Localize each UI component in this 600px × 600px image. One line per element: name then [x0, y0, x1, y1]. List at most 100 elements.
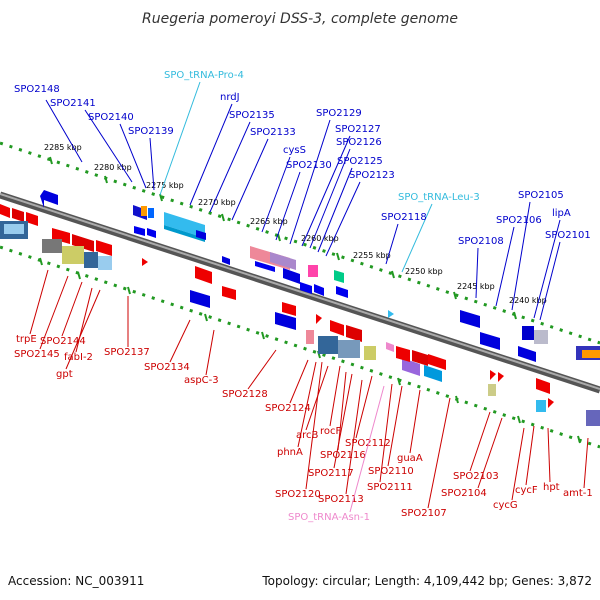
gene-label: hpt	[543, 482, 560, 493]
forward-gene-arrow	[336, 286, 348, 298]
gene-block	[318, 336, 338, 354]
reverse-gene-arrow	[498, 372, 504, 382]
gene-label: SPO2101	[545, 230, 591, 241]
gene-label: SPO2113	[318, 494, 364, 505]
gene-label: phnA	[277, 447, 303, 458]
leader-line	[305, 361, 323, 490]
reverse-gene-arrow	[222, 286, 236, 300]
leader-line	[345, 379, 363, 495]
leader-line	[247, 349, 277, 390]
leader-line	[65, 289, 101, 370]
leader-line	[539, 241, 561, 321]
gene-label: SPO2130	[286, 160, 332, 171]
gene-block	[534, 330, 548, 344]
gene-label: SPO2117	[308, 468, 354, 479]
leader-line	[387, 385, 403, 467]
gene-label: trpE	[16, 334, 37, 345]
gene-block	[402, 358, 420, 376]
gene-label: SPO2135	[229, 110, 275, 121]
gene-label: SPO2111	[367, 482, 413, 493]
leader-line	[261, 156, 291, 233]
leader-line	[525, 425, 535, 486]
genome-backbone	[0, 191, 600, 394]
forward-gene-arrow	[164, 212, 205, 238]
reverse-gene-arrow	[412, 350, 428, 366]
leader-line	[401, 203, 433, 273]
leader-line	[159, 81, 201, 196]
forward-gene-arrow	[283, 268, 300, 284]
gene-label: cycF	[515, 485, 538, 496]
gene-label: lipA	[552, 208, 571, 219]
leader-line	[547, 427, 551, 483]
forward-gene-arrow	[300, 282, 312, 294]
gene-label: nrdJ	[220, 92, 240, 103]
reverse-gene-labels: trpE SPO2145 SPO2144 fabI-2 gpt SPO2137 SPO213…	[14, 269, 593, 523]
gene-label: SPO2134	[144, 362, 190, 373]
leader-line	[75, 287, 93, 353]
leader-line	[427, 397, 451, 509]
leader-line	[495, 226, 515, 307]
forward-gene-arrow	[275, 312, 296, 330]
gene-label: SPO2125	[337, 156, 383, 167]
reverse-gene-arrow	[316, 314, 322, 324]
gene-label: guaA	[397, 453, 423, 464]
inner-ring-ticks	[39, 257, 581, 444]
forward-gene-arrow	[196, 230, 206, 240]
gene-label: SPO2110	[368, 466, 414, 477]
leader-line	[333, 373, 353, 469]
gene-label: SPO2129	[316, 108, 362, 119]
gene-label: cysS	[283, 145, 306, 156]
reverse-gene-arrow	[428, 354, 446, 370]
leader-line	[297, 361, 317, 448]
leader-line	[301, 135, 351, 247]
leader-line	[477, 417, 503, 489]
forward-gene-arrow	[40, 190, 58, 208]
genome-summary-text: Topology: circular; Length: 4,109,442 bp…	[261, 574, 592, 588]
gene-label: fabI-2	[64, 352, 93, 363]
reverse-gene-arrow	[330, 320, 344, 336]
leader-line	[329, 365, 341, 427]
trna-reverse-arrow	[386, 342, 394, 352]
leader-line	[475, 247, 479, 299]
gene-label: aspC-3	[184, 375, 219, 386]
leader-line	[337, 371, 347, 451]
leader-line	[149, 137, 155, 191]
gene-label: SPO2141	[50, 98, 96, 109]
gene-label: SPO_tRNA-Leu-3	[398, 192, 480, 203]
reverse-gene-arrow	[12, 208, 24, 222]
leader-line	[309, 148, 351, 249]
tick-label: 2275 kbp	[146, 181, 184, 190]
leader-line	[511, 201, 531, 311]
gene-label: SPO2123	[349, 170, 395, 181]
tick-label: 2260 kbp	[301, 234, 339, 243]
gene-label: SPO2118	[381, 212, 427, 223]
forward-gene-arrow	[480, 332, 500, 350]
reverse-gene-arrow	[346, 325, 362, 342]
gene-label: SPO2103	[453, 471, 499, 482]
gene-block	[308, 265, 318, 277]
forward-gene-arrow	[222, 256, 230, 265]
leader-line	[289, 359, 309, 404]
gene-block	[4, 224, 24, 234]
gene-block	[306, 330, 314, 344]
gene-block	[586, 410, 600, 426]
tick-label: 2280 kbp	[94, 163, 132, 172]
gene-block	[84, 252, 98, 268]
gene-block	[424, 365, 442, 382]
gene-label: SPO2126	[336, 137, 382, 148]
gene-label: SPO2104	[441, 488, 487, 499]
leader-line	[289, 119, 331, 245]
gene-label: SPO2120	[275, 489, 321, 500]
gene-label: cycG	[493, 500, 518, 511]
gene-label: arcB	[296, 430, 319, 441]
leader-line	[511, 427, 525, 501]
gene-block	[98, 256, 112, 270]
gene-label: gpt	[56, 369, 73, 380]
gene-label: SPO2107	[401, 508, 447, 519]
gene-block	[141, 206, 147, 216]
forward-gene-arrow	[314, 284, 324, 296]
gene-block	[536, 400, 546, 412]
reverse-gene-arrow	[536, 378, 550, 394]
